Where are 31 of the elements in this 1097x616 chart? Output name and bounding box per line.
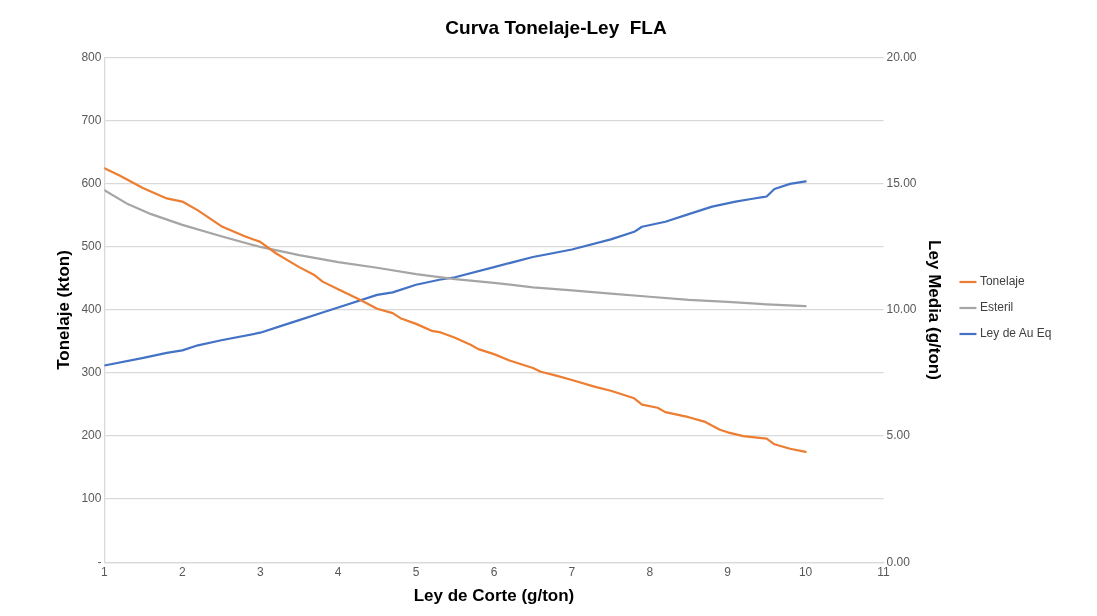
- y-tick-label: 100: [81, 491, 102, 506]
- y2-axis-title: Ley Media (g/ton): [925, 240, 945, 380]
- y-tick-label: 500: [81, 239, 102, 254]
- x-tick-label: 2: [178, 564, 186, 579]
- chart-title: Curva Tonelaje-Ley FLA: [445, 16, 667, 38]
- y2-tick-label: 10.00: [886, 302, 917, 317]
- legend-label: Esteril: [979, 300, 1014, 315]
- x-tick-label: 7: [568, 564, 576, 579]
- x-tick-label: 8: [646, 564, 654, 579]
- x-tick-label: 9: [724, 564, 732, 579]
- y-tick-label: 400: [81, 302, 102, 317]
- x-tick-label: 10: [798, 564, 813, 579]
- x-tick-label: 6: [490, 564, 498, 579]
- y-tick-label: 700: [81, 113, 102, 128]
- legend-label: Tonelaje: [979, 274, 1025, 289]
- y2-tick-label: 0.00: [886, 554, 911, 569]
- legend-label: Ley de Au Eq: [979, 326, 1052, 341]
- y2-tick-label: 5.00: [886, 428, 911, 443]
- y-tick-label: -: [97, 554, 102, 569]
- y2-tick-label: 20.00: [886, 50, 917, 65]
- y-tick-label: 200: [81, 428, 102, 443]
- y2-tick-label: 15.00: [886, 176, 917, 191]
- x-tick-label: 3: [256, 564, 264, 579]
- x-tick-label: 1: [101, 564, 109, 579]
- y-axis-title: Tonelaje (kton): [53, 250, 73, 370]
- y-tick-label: 600: [81, 176, 102, 191]
- x-axis-title: Ley de Corte (g/ton): [413, 586, 575, 606]
- x-tick-label: 4: [334, 564, 342, 579]
- y-tick-label: 300: [81, 365, 102, 380]
- x-tick-label: 5: [412, 564, 420, 579]
- y-tick-label: 800: [81, 50, 102, 65]
